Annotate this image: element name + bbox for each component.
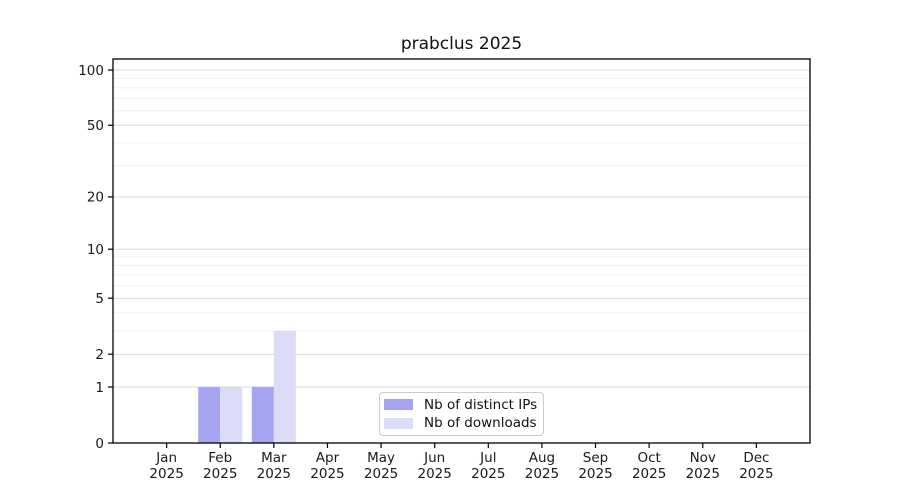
legend-item-distinct-ips: Nb of distinct IPs	[384, 396, 537, 414]
legend-label-distinct-ips: Nb of distinct IPs	[424, 396, 538, 413]
x-tick-label-year-dec: 2025	[739, 466, 773, 482]
legend-item-downloads: Nb of downloads	[384, 414, 537, 432]
x-tick-label-month-may: May	[367, 450, 395, 466]
x-tick-label-year-apr: 2025	[310, 466, 344, 482]
plot-frame	[112, 58, 811, 444]
x-tick-label-month-feb: Feb	[208, 450, 232, 466]
legend: Nb of distinct IPs Nb of downloads	[379, 392, 544, 436]
legend-swatch-distinct-ips	[384, 399, 413, 411]
legend-label-downloads: Nb of downloads	[424, 415, 537, 432]
y-tick-label-1: 1	[95, 380, 104, 396]
y-tick-label-100: 100	[78, 63, 104, 79]
x-tick-label-month-jul: Jul	[479, 450, 496, 466]
x-tick-label-month-dec: Dec	[743, 450, 769, 466]
x-tick-label-year-may: 2025	[364, 466, 398, 482]
x-tick-label-year-jan: 2025	[149, 466, 183, 482]
x-tick-label-year-nov: 2025	[686, 466, 720, 482]
x-tick-label-month-nov: Nov	[690, 450, 716, 466]
y-tick-label-2: 2	[95, 347, 104, 363]
bar-mar-nb-of-downloads	[273, 330, 296, 443]
bar-feb-nb-of-downloads	[220, 386, 243, 443]
x-tick-label-year-jul: 2025	[471, 466, 505, 482]
x-tick-label-month-aug: Aug	[529, 450, 555, 466]
bar-mar-nb-of-distinct-ips	[251, 386, 274, 443]
legend-swatch-downloads	[384, 417, 413, 429]
x-tick-label-year-jun: 2025	[418, 466, 452, 482]
x-tick-label-year-feb: 2025	[203, 466, 237, 482]
x-tick-label-year-aug: 2025	[525, 466, 559, 482]
y-tick-label-5: 5	[95, 291, 104, 307]
x-tick-label-month-apr: Apr	[316, 450, 340, 466]
x-tick-label-month-oct: Oct	[637, 450, 660, 466]
chart-title: prabclus 2025	[400, 34, 523, 54]
y-tick-label-20: 20	[87, 190, 104, 206]
x-tick-label-year-sep: 2025	[578, 466, 612, 482]
x-tick-label-year-mar: 2025	[257, 466, 291, 482]
y-tick-label-50: 50	[87, 118, 104, 134]
x-tick-label-year-oct: 2025	[632, 466, 666, 482]
y-tick-label-0: 0	[95, 436, 104, 452]
x-tick-label-month-jun: Jun	[423, 450, 445, 466]
bar-feb-nb-of-distinct-ips	[198, 386, 221, 443]
x-tick-label-month-sep: Sep	[583, 450, 608, 466]
x-tick-label-month-mar: Mar	[261, 450, 287, 466]
x-tick-label-month-jan: Jan	[155, 450, 177, 466]
y-tick-label-10: 10	[87, 242, 104, 258]
